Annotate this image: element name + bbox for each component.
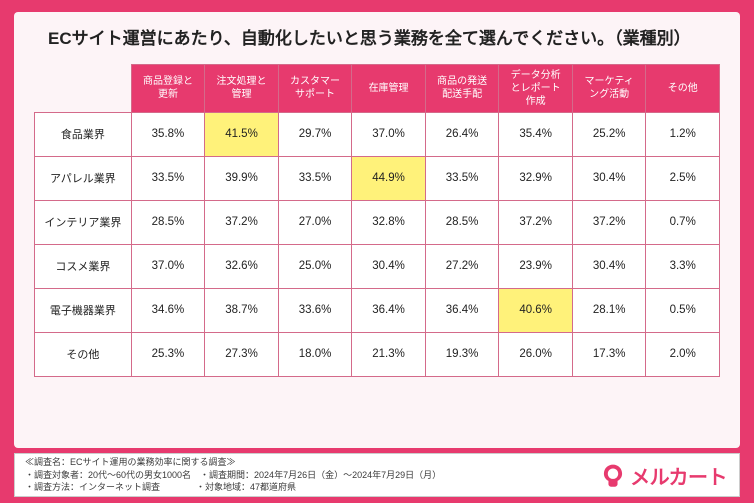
data-cell: 32.9% [499,156,573,200]
data-cell: 28.5% [425,200,499,244]
data-cell: 35.8% [131,112,205,156]
data-cell: 27.0% [278,200,352,244]
column-header: 商品の発送配送手配 [425,64,499,112]
data-cell: 30.4% [572,244,646,288]
row-header: コスメ業界 [35,244,132,288]
data-cell: 36.4% [425,288,499,332]
column-header: その他 [646,64,720,112]
table-row: インテリア業界28.5%37.2%27.0%32.8%28.5%37.2%37.… [35,200,720,244]
data-cell: 26.4% [425,112,499,156]
data-cell: 33.5% [278,156,352,200]
column-header: カスタマーサポート [278,64,352,112]
row-header: 電子機器業界 [35,288,132,332]
data-cell: 34.6% [131,288,205,332]
data-cell: 37.2% [499,200,573,244]
data-cell: 25.0% [278,244,352,288]
data-cell: 28.1% [572,288,646,332]
data-cell: 17.3% [572,332,646,376]
data-cell: 25.3% [131,332,205,376]
data-cell: 30.4% [572,156,646,200]
data-cell: 23.9% [499,244,573,288]
row-header: 食品業界 [35,112,132,156]
column-header: マーケティング活動 [572,64,646,112]
row-header: その他 [35,332,132,376]
table-row: その他25.3%27.3%18.0%21.3%19.3%26.0%17.3%2.… [35,332,720,376]
data-cell: 2.5% [646,156,720,200]
data-cell: 18.0% [278,332,352,376]
data-cell: 33.5% [131,156,205,200]
data-table: 商品登録と更新注文処理と管理カスタマーサポート在庫管理商品の発送配送手配データ分… [34,64,720,377]
data-cell: 38.7% [205,288,279,332]
footer-line: ≪調査名：ECサイト運用の業務効率に関する調査≫ [25,456,441,469]
data-cell: 0.7% [646,200,720,244]
data-cell: 32.6% [205,244,279,288]
column-header: 商品登録と更新 [131,64,205,112]
cart-icon [600,462,626,488]
footer-bar: ≪調査名：ECサイト運用の業務効率に関する調査≫ ・調査対象者：20代〜60代の… [14,453,740,497]
table-corner [35,64,132,112]
data-cell: 37.2% [205,200,279,244]
column-header: データ分析とレポート作成 [499,64,573,112]
data-cell: 28.5% [131,200,205,244]
data-cell: 41.5% [205,112,279,156]
data-cell: 19.3% [425,332,499,376]
data-cell: 21.3% [352,332,426,376]
column-header: 在庫管理 [352,64,426,112]
table-row: 食品業界35.8%41.5%29.7%37.0%26.4%35.4%25.2%1… [35,112,720,156]
brand-name: メルカート [630,461,727,490]
data-cell: 0.5% [646,288,720,332]
data-cell: 30.4% [352,244,426,288]
data-cell: 44.9% [352,156,426,200]
data-cell: 29.7% [278,112,352,156]
data-cell: 32.8% [352,200,426,244]
data-cell: 27.3% [205,332,279,376]
chart-title: ECサイト運営にあたり、自動化したいと思う業務を全て選んでください。（業種別） [34,26,720,52]
data-cell: 37.2% [572,200,646,244]
data-cell: 37.0% [352,112,426,156]
chart-panel: ECサイト運営にあたり、自動化したいと思う業務を全て選んでください。（業種別） … [14,12,740,448]
row-header: インテリア業界 [35,200,132,244]
footer-line: ・調査対象者：20代〜60代の男女1000名 ・調査期間：2024年7月26日（… [25,469,441,482]
data-cell: 39.9% [205,156,279,200]
data-cell: 36.4% [352,288,426,332]
data-cell: 33.5% [425,156,499,200]
data-cell: 2.0% [646,332,720,376]
data-cell: 37.0% [131,244,205,288]
data-cell: 35.4% [499,112,573,156]
data-cell: 3.3% [646,244,720,288]
data-cell: 27.2% [425,244,499,288]
table-row: コスメ業界37.0%32.6%25.0%30.4%27.2%23.9%30.4%… [35,244,720,288]
data-cell: 1.2% [646,112,720,156]
footer-line: ・調査方法：インターネット調査 ・対象地域：47都道府県 [25,481,441,494]
data-cell: 40.6% [499,288,573,332]
table-row: アパレル業界33.5%39.9%33.5%44.9%33.5%32.9%30.4… [35,156,720,200]
column-header: 注文処理と管理 [205,64,279,112]
footer-notes: ≪調査名：ECサイト運用の業務効率に関する調査≫ ・調査対象者：20代〜60代の… [25,456,441,494]
brand-logo: メルカート [600,461,727,490]
data-cell: 33.6% [278,288,352,332]
data-cell: 26.0% [499,332,573,376]
table-row: 電子機器業界34.6%38.7%33.6%36.4%36.4%40.6%28.1… [35,288,720,332]
data-cell: 25.2% [572,112,646,156]
row-header: アパレル業界 [35,156,132,200]
